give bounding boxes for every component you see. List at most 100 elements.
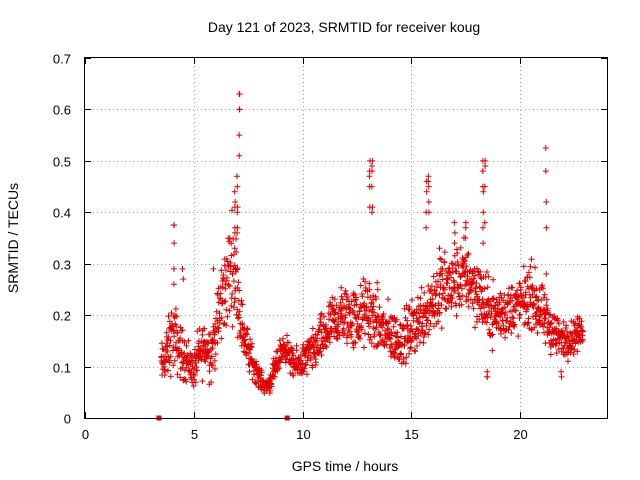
data-point	[435, 278, 442, 285]
data-point	[388, 332, 395, 339]
data-point	[575, 331, 582, 338]
data-point	[353, 294, 360, 301]
data-point	[303, 361, 310, 368]
data-point	[371, 309, 377, 316]
data-point	[179, 327, 186, 334]
data-point	[406, 306, 413, 312]
data-point	[284, 332, 290, 339]
y-tick-label: 0	[64, 412, 71, 427]
data-point	[293, 347, 300, 354]
data-point	[374, 279, 381, 286]
data-point	[201, 325, 208, 332]
data-point	[236, 314, 242, 321]
data-point	[560, 318, 567, 325]
data-point	[374, 286, 381, 293]
data-point	[525, 269, 532, 276]
data-point	[539, 282, 546, 289]
data-point	[199, 378, 206, 385]
data-point	[398, 342, 405, 349]
data-point	[501, 304, 508, 311]
data-point	[558, 373, 565, 380]
data-point	[430, 273, 437, 280]
data-point	[463, 263, 470, 270]
data-point	[361, 300, 368, 307]
data-point	[489, 331, 496, 338]
data-point	[453, 312, 460, 319]
data-point	[482, 157, 489, 164]
data-point	[484, 297, 491, 304]
data-point	[505, 326, 512, 333]
y-axis-label: SRMTID / TECUs	[5, 183, 21, 293]
data-point	[425, 178, 432, 185]
data-point	[503, 318, 510, 324]
data-point	[480, 188, 487, 195]
data-point	[477, 305, 484, 312]
data-point	[226, 307, 233, 314]
data-point	[579, 338, 586, 344]
data-point	[181, 350, 188, 357]
data-point	[342, 314, 349, 321]
data-point	[247, 344, 254, 351]
data-point	[212, 351, 219, 358]
data-point	[449, 265, 456, 272]
data-point	[429, 296, 436, 303]
data-point	[531, 324, 538, 331]
data-point	[462, 224, 469, 231]
data-point	[465, 303, 472, 310]
data-point	[192, 379, 199, 386]
data-point	[502, 309, 509, 316]
data-point	[366, 173, 373, 180]
data-point	[348, 298, 355, 305]
data-point	[402, 360, 409, 367]
data-point	[240, 348, 247, 355]
data-point	[331, 296, 338, 303]
data-point	[459, 292, 466, 299]
data-point	[222, 298, 229, 305]
x-tick-label: 20	[513, 427, 527, 442]
data-point	[369, 168, 375, 175]
data-point	[369, 163, 375, 169]
data-point	[351, 291, 358, 298]
data-point	[356, 308, 363, 315]
data-point	[458, 301, 465, 308]
data-point	[448, 299, 455, 306]
data-point	[508, 330, 515, 336]
data-point	[433, 283, 440, 290]
data-point	[465, 250, 472, 257]
data-point	[578, 327, 585, 334]
data-point	[417, 306, 424, 313]
data-point	[267, 387, 274, 394]
data-point	[358, 326, 365, 333]
data-point	[282, 343, 288, 350]
data-point	[439, 276, 446, 283]
data-point	[516, 315, 523, 321]
data-point	[490, 276, 497, 283]
data-point	[444, 280, 451, 287]
data-point	[444, 272, 451, 279]
data-point	[167, 373, 174, 380]
data-point	[218, 314, 225, 321]
data-point	[479, 168, 486, 175]
data-point	[435, 318, 442, 325]
data-point	[352, 339, 359, 346]
data-point	[235, 279, 242, 286]
data-point	[191, 372, 198, 378]
data-point	[484, 373, 491, 380]
data-point	[564, 333, 571, 340]
data-point	[178, 327, 185, 334]
data-point	[481, 183, 488, 190]
data-point	[416, 319, 423, 326]
data-point	[428, 283, 435, 290]
data-point	[563, 322, 570, 329]
data-point	[386, 318, 393, 325]
data-point	[452, 262, 459, 269]
data-point	[271, 373, 278, 380]
data-point	[415, 332, 422, 339]
data-point	[474, 265, 480, 272]
data-point	[212, 366, 218, 372]
data-point	[286, 349, 293, 356]
data-point	[497, 313, 504, 320]
data-point	[238, 297, 245, 304]
data-point	[483, 269, 490, 275]
data-point	[337, 299, 344, 306]
